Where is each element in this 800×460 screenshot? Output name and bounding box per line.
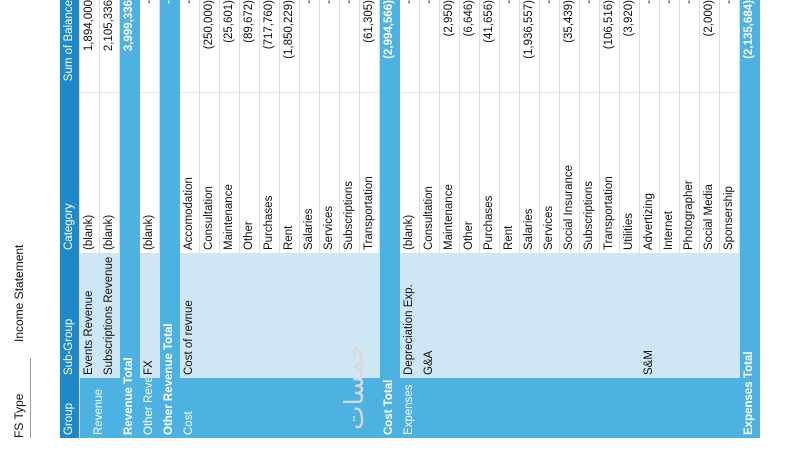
table-row: Expenses Depreciation Exp. (blank) -	[399, 0, 740, 438]
category-cell: Services	[539, 93, 560, 253]
header-sub-group: Sub-Group	[60, 253, 80, 378]
table-row: G&A Consultation -	[419, 0, 640, 438]
category-cell: Utilities	[619, 93, 640, 253]
category-cell: Rent	[499, 93, 520, 253]
value-cell: (6,646)	[459, 0, 480, 93]
category-cell: Internet	[659, 93, 680, 253]
value-cell: -	[179, 0, 200, 93]
value-cell: -	[399, 0, 420, 93]
category-cell: Other	[239, 93, 260, 253]
category-cell: (blank)	[79, 93, 100, 253]
header-row: Group Sub-Group Category Sum of Balance	[60, 0, 80, 438]
subgroup-cell: Depreciation Exp.	[399, 253, 420, 378]
category-cell: Subscriptions	[579, 93, 600, 253]
total-row: Expenses Total (2,135,684)	[739, 0, 760, 438]
filter-label: FS Type	[8, 358, 31, 438]
category-cell: Subscriptions	[339, 93, 360, 253]
subgroup-cell: Events Revenue	[79, 253, 100, 378]
category-cell: Other	[459, 93, 480, 253]
value-cell: -	[319, 0, 340, 93]
value-cell: -	[679, 0, 700, 93]
category-cell: Accomodation	[179, 93, 200, 253]
value-cell: (106,516)	[599, 0, 620, 93]
category-cell: Advertizing	[639, 93, 660, 253]
category-cell: Purchases	[259, 93, 280, 253]
value-cell: (1,936,557)	[519, 0, 540, 93]
category-cell: Maintenance	[439, 93, 460, 253]
value-cell: -	[579, 0, 600, 93]
value-cell: (2,950)	[439, 0, 460, 93]
value-cell: -	[499, 0, 520, 93]
header-group: Group	[60, 378, 80, 438]
value-cell: -	[639, 0, 660, 93]
category-cell: Consultation	[419, 93, 440, 253]
table-row: Revenue Events Revenue (blank) 1,894,000	[79, 0, 120, 438]
category-cell: (blank)	[99, 93, 120, 253]
total-row: Revenue Total 3,999,336	[119, 0, 140, 438]
value-cell: (25,601)	[219, 0, 240, 93]
value-cell: -	[539, 0, 560, 93]
category-cell: Social Media	[699, 93, 720, 253]
category-cell: Services	[319, 93, 340, 253]
value-cell: (3,920)	[619, 0, 640, 93]
category-cell: Maintenance	[219, 93, 240, 253]
category-cell: Transportation	[359, 93, 380, 253]
subgroup-cell: S&M	[639, 253, 740, 378]
value-cell: (717,760)	[259, 0, 280, 93]
category-cell: Purchases	[479, 93, 500, 253]
category-cell: Transportation	[599, 93, 620, 253]
group-cell: Other Revenue	[139, 378, 160, 438]
income-statement-pivot-table: Group Sub-Group Category Sum of Balance …	[60, 0, 760, 438]
subgroup-cell: FX	[139, 253, 160, 378]
category-cell: Rent	[279, 93, 300, 253]
category-cell: Consultation	[199, 93, 220, 253]
value-cell: -	[659, 0, 680, 93]
total-label: Other Revenue Total	[159, 93, 180, 438]
category-cell: (blank)	[139, 93, 160, 253]
table-row: Other Revenue FX (blank) -	[139, 0, 160, 438]
subgroup-cell: G&A	[419, 253, 640, 378]
total-row: Cost Total (2,994,566)	[379, 0, 400, 438]
value-cell: (1,850,229)	[279, 0, 300, 93]
total-label: Cost Total	[379, 93, 400, 438]
group-cell: Revenue	[79, 378, 120, 438]
total-label: Revenue Total	[119, 93, 140, 438]
table-row: Subscriptions Revenue (blank) 2,105,336	[99, 0, 120, 438]
group-cell: Expenses	[399, 378, 740, 438]
value-cell: -	[299, 0, 320, 93]
category-cell: Salaries	[299, 93, 320, 253]
total-label: Expenses Total	[739, 93, 760, 438]
value-cell: 1,894,000	[79, 0, 100, 93]
filter-value: Income Statement	[12, 244, 26, 342]
total-value: (2,994,566)	[379, 0, 400, 93]
category-cell: Salaries	[519, 93, 540, 253]
value-cell: -	[339, 0, 360, 93]
value-cell: (2,000)	[699, 0, 720, 93]
value-cell: -	[719, 0, 740, 93]
total-value: 3,999,336	[119, 0, 140, 93]
value-cell: (61,305)	[359, 0, 380, 93]
value-cell: (41,656)	[479, 0, 500, 93]
value-cell: -	[139, 0, 160, 93]
category-cell: Social Insurance	[559, 93, 580, 253]
table-row: S&M Advertizing -	[639, 0, 740, 438]
value-cell: 2,105,336	[99, 0, 120, 93]
total-value: (2,135,684)	[739, 0, 760, 93]
table-row: Cost Cost of revnue Accomodation -	[179, 0, 380, 438]
header-category: Category	[60, 93, 80, 253]
watermark: خمسات	[340, 343, 370, 430]
category-cell: Sponsership	[719, 93, 740, 253]
category-cell: Photographer	[679, 93, 700, 253]
value-cell: (35,439)	[559, 0, 580, 93]
category-cell: (blank)	[399, 93, 420, 253]
value-cell: (89,672)	[239, 0, 260, 93]
value-cell: -	[419, 0, 440, 93]
header-sum-of-balance: Sum of Balance	[60, 0, 80, 93]
value-cell: (250,000)	[199, 0, 220, 93]
subgroup-cell: Subscriptions Revenue	[99, 253, 120, 378]
total-row: Other Revenue Total -	[159, 0, 180, 438]
total-value: -	[159, 0, 180, 93]
